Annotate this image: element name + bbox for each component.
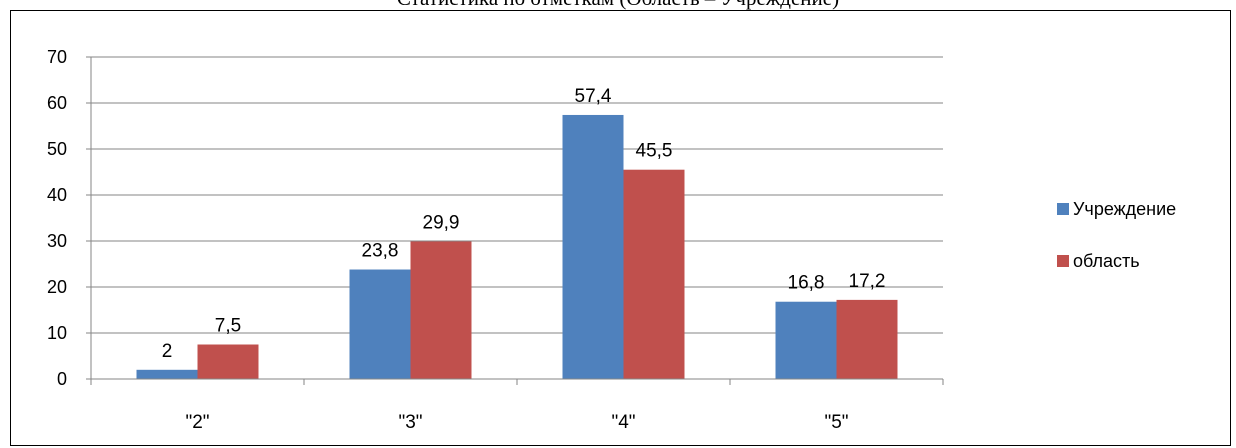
category-label: "5" xyxy=(824,412,848,433)
bar-uchrezhdenie xyxy=(136,369,198,379)
bar-oblast xyxy=(836,299,898,379)
bar-oblast xyxy=(410,241,472,379)
legend-swatch xyxy=(1057,255,1069,267)
data-label: 2 xyxy=(162,341,173,362)
data-label: 23,8 xyxy=(362,241,399,262)
legend-label: область xyxy=(1073,251,1140,271)
data-label: 7,5 xyxy=(215,316,241,337)
data-label: 17,2 xyxy=(849,271,886,292)
data-label: 29,9 xyxy=(423,212,460,233)
bar-uchrezhdenie xyxy=(562,114,624,380)
data-label: 45,5 xyxy=(636,141,673,162)
legend-label: Учреждение xyxy=(1073,199,1176,219)
data-label: 57,4 xyxy=(575,86,612,107)
y-tick-label: 20 xyxy=(47,277,67,297)
y-tick-label: 50 xyxy=(47,139,67,159)
legend-swatch xyxy=(1057,203,1069,215)
category-label: "2" xyxy=(185,412,209,433)
y-tick-label: 10 xyxy=(47,323,67,343)
axes: 0 10 20 30 40 50 60 70 "2" "3" "4" "5" xyxy=(47,47,944,433)
y-tick-label: 30 xyxy=(47,231,67,251)
y-tick-label: 0 xyxy=(57,369,67,389)
data-labels: 2 7,5 23,8 29,9 57,4 45,5 16,8 17,2 xyxy=(162,86,886,362)
category-label: "4" xyxy=(611,412,635,433)
bar-uchrezhdenie xyxy=(775,301,837,379)
chart-title: Статистика по отметкам (Область – Учрежд… xyxy=(0,0,1236,11)
legend: Учреждение область xyxy=(1057,199,1176,271)
category-label: "3" xyxy=(398,412,422,433)
bar-uchrezhdenie xyxy=(349,269,411,379)
y-tick-label: 70 xyxy=(47,47,67,67)
data-label: 16,8 xyxy=(788,273,825,294)
y-tick-label: 60 xyxy=(47,93,67,113)
bar-oblast xyxy=(623,169,685,379)
bars xyxy=(136,114,898,380)
y-tick-label: 40 xyxy=(47,185,67,205)
bar-oblast xyxy=(197,344,259,379)
